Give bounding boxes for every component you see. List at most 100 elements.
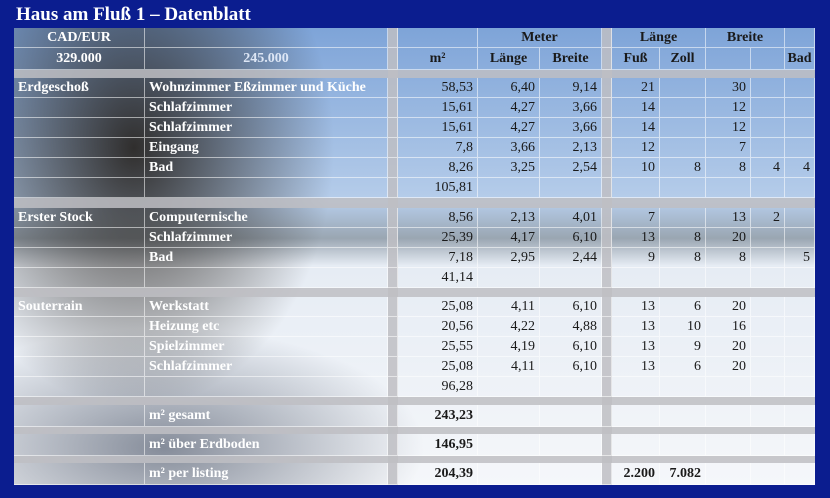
cell <box>540 405 602 427</box>
value-cell: 3,66 <box>540 98 602 118</box>
value-cell: 3,25 <box>478 158 540 178</box>
value-cell: 13 <box>612 317 660 337</box>
cell <box>398 28 478 48</box>
cell <box>388 118 398 138</box>
value-cell: 12 <box>706 118 751 138</box>
cell <box>388 434 398 456</box>
cell <box>751 405 785 427</box>
cell <box>706 268 751 288</box>
cell <box>602 377 612 397</box>
label-cell: Schlafzimmer <box>145 118 388 138</box>
value-cell: Meter <box>478 28 602 48</box>
cell <box>388 297 398 317</box>
value-cell: 2,44 <box>540 248 602 268</box>
value-cell: 10 <box>612 158 660 178</box>
cell <box>785 228 815 248</box>
cell <box>540 268 602 288</box>
value-cell: 20 <box>706 337 751 357</box>
value-cell: 58,53 <box>398 78 478 98</box>
cell <box>14 118 145 138</box>
value-cell: 4,22 <box>478 317 540 337</box>
cell <box>540 178 602 198</box>
value-cell: Länge <box>612 28 706 48</box>
value-cell: 30 <box>706 78 751 98</box>
cell <box>612 178 660 198</box>
value-cell: 7 <box>612 208 660 228</box>
cell <box>14 268 145 288</box>
label-cell: Eingang <box>145 138 388 158</box>
value-cell: 4,19 <box>478 337 540 357</box>
cell <box>602 118 612 138</box>
label-cell: Erdgeschoß <box>14 78 145 98</box>
cell <box>388 463 398 485</box>
value-cell: 16 <box>706 317 751 337</box>
cell <box>706 48 751 70</box>
value-cell: 13 <box>706 208 751 228</box>
cell <box>785 357 815 377</box>
label-cell: Bad <box>145 248 388 268</box>
value-cell: 4,88 <box>540 317 602 337</box>
cell <box>751 178 785 198</box>
cell <box>14 377 145 397</box>
value-cell: 4,27 <box>478 98 540 118</box>
label-cell: Bad <box>145 158 388 178</box>
cell <box>602 463 612 485</box>
cell <box>785 463 815 485</box>
value-cell: 2,95 <box>478 248 540 268</box>
cell <box>706 405 751 427</box>
value-cell: Bad <box>785 48 815 70</box>
value-cell: 12 <box>612 138 660 158</box>
cell <box>602 248 612 268</box>
value-cell: 3,66 <box>478 138 540 158</box>
cell <box>14 405 145 427</box>
value-cell: 8 <box>660 158 706 178</box>
value-cell: 9,14 <box>540 78 602 98</box>
separator-row <box>14 427 815 434</box>
cell <box>751 118 785 138</box>
cell <box>706 377 751 397</box>
value-cell: 204,39 <box>398 463 478 485</box>
cell <box>660 268 706 288</box>
value-cell: Breite <box>540 48 602 70</box>
value-cell: 3,66 <box>540 118 602 138</box>
value-cell: 25,55 <box>398 337 478 357</box>
value-cell: 20 <box>706 297 751 317</box>
label-cell: m² gesamt <box>145 405 388 427</box>
cell <box>612 405 660 427</box>
cell <box>751 138 785 158</box>
background-photo <box>14 28 815 485</box>
value-cell: 13 <box>612 337 660 357</box>
cell <box>751 78 785 98</box>
cell <box>751 463 785 485</box>
value-cell: 25,39 <box>398 228 478 248</box>
separator-row <box>14 198 815 208</box>
cell <box>602 208 612 228</box>
cell <box>602 78 612 98</box>
cell <box>751 48 785 70</box>
label-cell: Heizung etc <box>145 317 388 337</box>
cell <box>612 434 660 456</box>
cell <box>660 434 706 456</box>
separator-row <box>14 70 815 78</box>
cell <box>785 28 815 48</box>
label-cell: Wohnzimmer Eßzimmer und Küche <box>145 78 388 98</box>
value-cell: 15,61 <box>398 98 478 118</box>
cell <box>751 434 785 456</box>
value-cell: 6,10 <box>540 337 602 357</box>
cell <box>388 28 398 48</box>
value-cell: 2.200 <box>612 463 660 485</box>
cell <box>602 138 612 158</box>
value-cell: 13 <box>612 357 660 377</box>
cell <box>478 268 540 288</box>
cell <box>14 463 145 485</box>
cell <box>612 268 660 288</box>
cell <box>388 377 398 397</box>
cell <box>145 377 388 397</box>
value-cell: 146,95 <box>398 434 478 456</box>
cell <box>602 98 612 118</box>
cell <box>478 463 540 485</box>
cell <box>602 158 612 178</box>
cell <box>388 78 398 98</box>
value-cell: 25,08 <box>398 297 478 317</box>
cell <box>602 317 612 337</box>
